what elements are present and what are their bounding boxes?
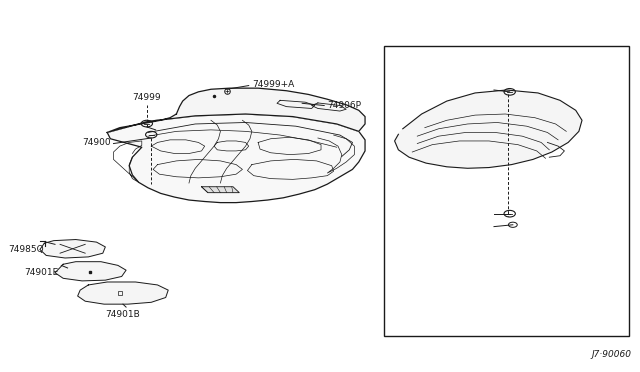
Text: 74915A: 74915A — [457, 223, 492, 232]
Polygon shape — [108, 88, 365, 132]
Polygon shape — [108, 114, 365, 203]
Polygon shape — [55, 262, 126, 281]
Text: 74900: 74900 — [82, 138, 110, 147]
Text: 74999+A: 74999+A — [252, 80, 294, 89]
Polygon shape — [395, 90, 582, 168]
Text: 74906P: 74906P — [327, 101, 362, 110]
Polygon shape — [40, 240, 106, 258]
Text: 74999: 74999 — [132, 93, 161, 102]
Text: 74901B: 74901B — [106, 310, 140, 319]
Polygon shape — [77, 282, 168, 304]
Bar — [384, 46, 629, 336]
Text: 74985Q: 74985Q — [9, 245, 44, 254]
Text: 74901E: 74901E — [24, 268, 59, 277]
Text: J7·90060: J7·90060 — [591, 350, 631, 359]
Text: 74994H: 74994H — [456, 85, 492, 94]
Text: 74871: 74871 — [463, 209, 492, 218]
Polygon shape — [202, 187, 239, 193]
